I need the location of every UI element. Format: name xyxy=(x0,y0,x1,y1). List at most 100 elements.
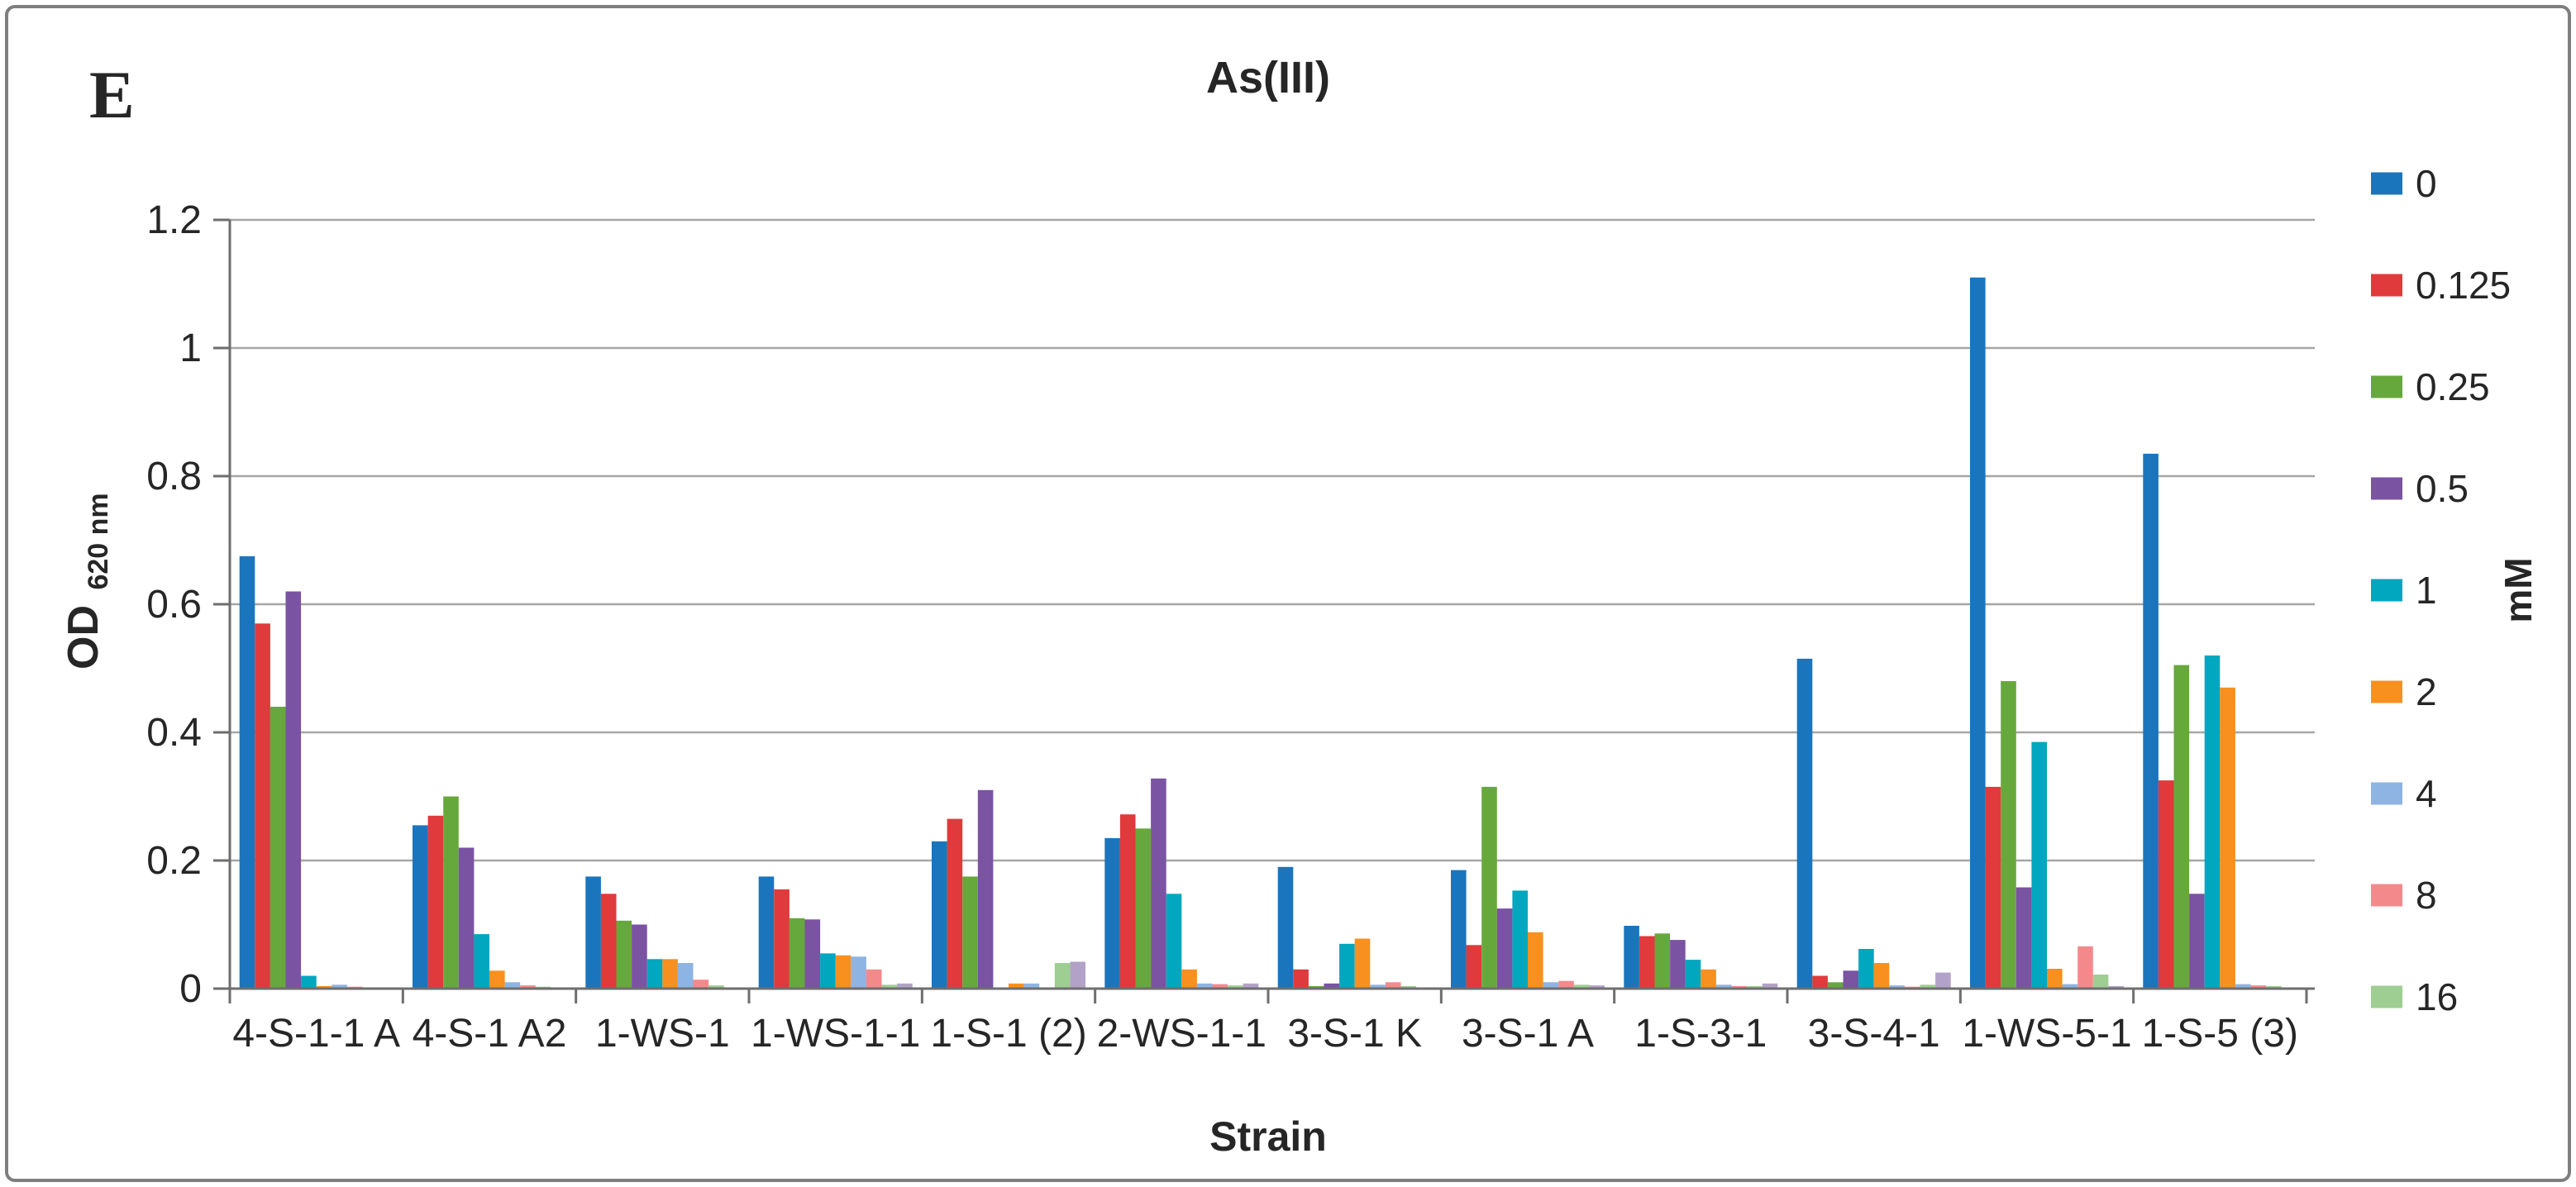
bar xyxy=(881,984,898,989)
legend-entry-label: 4 xyxy=(2416,772,2437,815)
bar xyxy=(851,956,866,989)
bar xyxy=(693,980,709,989)
bar xyxy=(413,825,428,989)
bar xyxy=(1135,828,1152,989)
bar xyxy=(2047,969,2063,989)
bar xyxy=(947,818,963,989)
bar xyxy=(1858,949,1874,989)
bar xyxy=(932,841,947,989)
bar xyxy=(789,918,805,989)
bar xyxy=(1466,945,1482,989)
x-category-label: 1-S-1 (2) xyxy=(930,1012,1086,1056)
bar xyxy=(1324,983,1340,989)
bar xyxy=(2077,946,2093,989)
y-tick-labels: 0 0.2 0.4 0.6 0.8 1 1.2 xyxy=(146,198,202,1011)
bar xyxy=(1054,963,1071,989)
y-axis-title-main: OD xyxy=(60,605,107,670)
bar xyxy=(316,985,332,989)
bar xyxy=(1451,870,1467,989)
bar xyxy=(1873,963,1890,989)
bar xyxy=(270,707,286,989)
x-category-label: 1-S-3-1 xyxy=(1634,1012,1767,1056)
y-tick-label: 0 xyxy=(179,967,202,1011)
y-tick-label: 0.8 xyxy=(146,455,202,498)
bar xyxy=(1827,982,1844,989)
legend-entry-4: 4 xyxy=(2371,772,2437,815)
legend-swatch xyxy=(2371,172,2402,195)
bar xyxy=(1935,972,1951,989)
legend-entry-16: 16 xyxy=(2371,975,2458,1018)
bar xyxy=(1385,982,1401,989)
bar xyxy=(489,970,505,989)
legend-entry-2: 2 xyxy=(2371,670,2437,713)
bar xyxy=(1747,985,1763,989)
bar xyxy=(427,815,444,989)
bar xyxy=(2250,985,2267,989)
bar xyxy=(2062,984,2078,989)
bar xyxy=(2108,985,2124,989)
bar xyxy=(1573,984,1590,989)
bar xyxy=(962,876,978,989)
bar xyxy=(804,919,821,989)
bar xyxy=(1370,984,1386,989)
legend-title: mM xyxy=(2497,557,2540,622)
bar-group-1-S-5 (3) xyxy=(2143,453,2297,989)
bar xyxy=(1762,983,1778,989)
bar xyxy=(458,847,475,989)
bar xyxy=(758,876,775,989)
x-category-label: 1-WS-1 xyxy=(595,1012,730,1056)
bar xyxy=(1400,985,1417,989)
y-tick-label: 0.6 xyxy=(146,583,202,627)
figure-border xyxy=(5,5,2571,1182)
bar-group-4-S-1-1 A xyxy=(239,555,379,989)
legend-entry-8: 8 xyxy=(2371,874,2437,917)
bar xyxy=(2015,887,2032,989)
bar xyxy=(708,985,724,989)
bar xyxy=(1354,938,1371,989)
bar xyxy=(1920,984,1936,989)
bar xyxy=(1889,985,1905,989)
legend-entry-label: 16 xyxy=(2416,975,2458,1018)
bar xyxy=(897,983,913,989)
legend-entry-0.5: 0.5 xyxy=(2371,467,2469,510)
bar xyxy=(1196,983,1213,989)
bar xyxy=(1639,936,1655,989)
x-category-label: 1-WS-5-1 xyxy=(1962,1012,2131,1056)
axes xyxy=(213,218,2315,1003)
bar xyxy=(1496,908,1513,989)
bar xyxy=(1670,940,1686,989)
bar xyxy=(1151,778,1166,989)
bar xyxy=(2266,985,2282,989)
bar xyxy=(1715,984,1732,989)
legend-entry-0: 0 xyxy=(2371,162,2437,205)
legend-swatch xyxy=(2371,375,2402,398)
legend-swatch xyxy=(2371,579,2402,602)
x-category-label: 2-WS-1-1 xyxy=(1097,1012,1267,1056)
bar xyxy=(1558,980,1574,989)
bar xyxy=(1243,983,1259,989)
bar xyxy=(1339,943,1355,989)
bar xyxy=(866,969,882,989)
bar xyxy=(1543,982,1559,989)
legend-swatch xyxy=(2371,884,2402,907)
bar-group-3-S-1 A xyxy=(1451,786,1605,989)
x-category-label: 1-S-5 (3) xyxy=(2142,1012,2298,1056)
bar xyxy=(1970,277,1986,989)
bar xyxy=(2204,655,2221,989)
bar xyxy=(285,591,302,989)
legend-entry-label: 2 xyxy=(2416,670,2437,713)
bar xyxy=(1009,983,1024,989)
bar xyxy=(1843,970,1859,989)
bar xyxy=(1228,985,1243,989)
legend-entry-0.25: 0.25 xyxy=(2371,365,2490,408)
bar xyxy=(1624,926,1639,989)
bar-groups xyxy=(239,277,2297,989)
bar-group-1-WS-5-1 xyxy=(1970,277,2124,989)
bar xyxy=(2092,975,2109,989)
legend-entry-label: 0.5 xyxy=(2416,467,2469,510)
bar xyxy=(1070,961,1085,989)
x-category-label: 3-S-4-1 xyxy=(1808,1012,1940,1056)
bar xyxy=(585,876,601,989)
x-category-label: 1-WS-1-1 xyxy=(751,1012,920,1056)
bar xyxy=(600,894,617,989)
